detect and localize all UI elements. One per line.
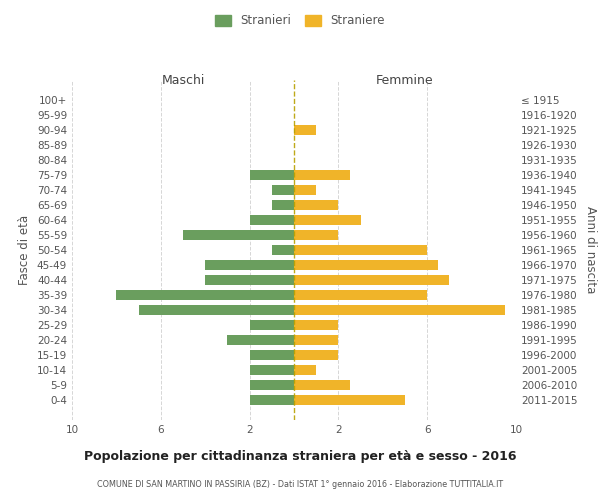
Bar (294, 230, 338, 240)
Bar (294, 126, 316, 135)
Bar (294, 170, 349, 180)
Bar (227, 335, 294, 344)
Bar (272, 245, 294, 255)
Bar (294, 335, 338, 344)
Bar (250, 365, 294, 374)
Bar (250, 215, 294, 225)
Bar (294, 200, 338, 210)
Bar (294, 365, 316, 374)
Y-axis label: Anni di nascita: Anni di nascita (584, 206, 597, 294)
Bar (294, 275, 449, 285)
Y-axis label: Fasce di età: Fasce di età (19, 215, 31, 285)
Bar (250, 320, 294, 330)
Bar (294, 186, 316, 195)
Bar (116, 290, 294, 300)
Text: Popolazione per cittadinanza straniera per età e sesso - 2016: Popolazione per cittadinanza straniera p… (84, 450, 516, 463)
Bar (250, 380, 294, 390)
Bar (272, 200, 294, 210)
Legend: Stranieri, Straniere: Stranieri, Straniere (212, 11, 388, 31)
Bar (294, 305, 505, 314)
Bar (294, 380, 349, 390)
Bar (205, 275, 294, 285)
Bar (205, 260, 294, 270)
Bar (183, 230, 294, 240)
Bar (294, 260, 438, 270)
Bar (294, 350, 338, 360)
Bar (294, 245, 427, 255)
Text: COMUNE DI SAN MARTINO IN PASSIRIA (BZ) - Dati ISTAT 1° gennaio 2016 - Elaborazio: COMUNE DI SAN MARTINO IN PASSIRIA (BZ) -… (97, 480, 503, 489)
Text: Maschi: Maschi (161, 74, 205, 88)
Bar (294, 395, 405, 404)
Bar (139, 305, 294, 314)
Bar (250, 350, 294, 360)
Bar (272, 186, 294, 195)
Bar (294, 215, 361, 225)
Text: Femmine: Femmine (376, 74, 434, 88)
Bar (294, 290, 427, 300)
Bar (294, 320, 338, 330)
Bar (250, 395, 294, 404)
Bar (250, 170, 294, 180)
